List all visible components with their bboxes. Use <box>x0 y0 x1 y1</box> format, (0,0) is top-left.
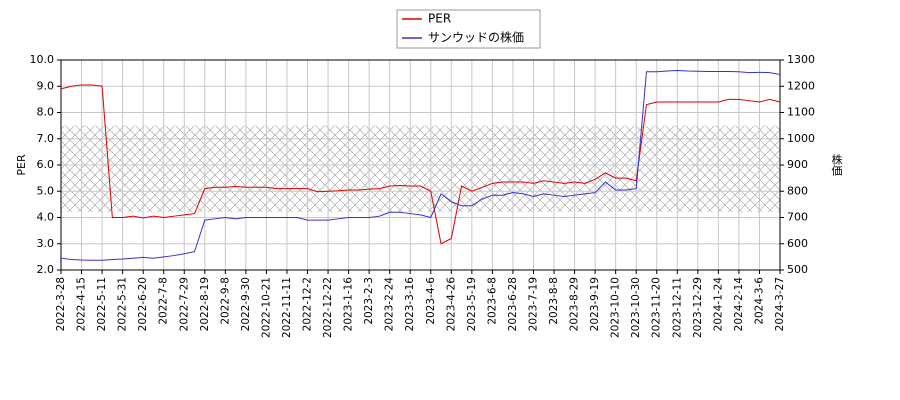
y-tick-label: 3.0 <box>37 237 55 250</box>
y2-tick-label: 500 <box>787 263 808 276</box>
shaded-band <box>61 125 780 213</box>
y2-tick-label: 800 <box>787 184 808 197</box>
legend-box <box>396 9 541 49</box>
legend: PER サンウッドの株価 <box>396 9 541 49</box>
x-tick-label: 2022-9-8 <box>219 277 231 325</box>
series-line <box>60 84 781 245</box>
y2-axis-label: 株価 <box>830 153 843 176</box>
x-tick-label: 2022-11-11 <box>281 277 293 338</box>
x-tick-label: 2023-2-3 <box>363 277 375 325</box>
plot-frame <box>60 59 781 271</box>
x-tick-label: 2022-4-15 <box>76 277 88 331</box>
x-tick-label: 2022-9-30 <box>240 277 252 331</box>
x-tick-label: 2023-8-29 <box>569 277 581 331</box>
y2-tick-label: 1100 <box>787 106 815 119</box>
x-tick-label: 2022-12-2 <box>302 277 314 331</box>
x-tick-label: 2022-10-21 <box>260 277 272 338</box>
y2-tick-label: 1300 <box>787 53 815 66</box>
y2-tick-label: 1200 <box>787 79 815 92</box>
y2-tick-label: 700 <box>787 211 808 224</box>
x-tick-label: 2023-4-6 <box>425 277 437 325</box>
x-tick-label: 2024-2-14 <box>733 277 745 332</box>
x-tick-label: 2022-5-11 <box>96 277 108 331</box>
x-tick-label: 2022-12-22 <box>322 277 334 338</box>
x-tick-label: 2024-1-24 <box>712 277 724 332</box>
x-tick-label: 2023-3-16 <box>404 277 416 332</box>
x-tick-label: 2022-3-28 <box>55 277 67 331</box>
series-line <box>60 69 781 261</box>
y-tick-label: 4.0 <box>37 211 55 224</box>
x-tick-label: 2024-3-27 <box>774 277 786 331</box>
x-tick-label: 2023-10-10 <box>610 277 622 338</box>
x-tick-label: 2022-8-19 <box>199 277 211 331</box>
y-axis-label: PER <box>15 154 28 176</box>
legend-label: サンウッドの株価 <box>428 30 524 45</box>
x-tick-label: 2022-5-31 <box>117 277 129 331</box>
x-tick-label: 2023-4-26 <box>445 277 457 332</box>
y-tick-label: 2.0 <box>37 263 55 276</box>
y-tick-label: 5.0 <box>37 184 55 197</box>
x-tick-label: 2023-8-8 <box>548 277 560 325</box>
y-tick-label: 9.0 <box>37 79 55 92</box>
y-tick-label: 7.0 <box>37 132 55 145</box>
x-tick-label: 2023-10-30 <box>630 277 642 338</box>
y-tick-label: 10.0 <box>30 53 55 66</box>
x-tick-label: 2023-11-20 <box>651 277 663 338</box>
x-tick-label: 2022-6-20 <box>137 277 149 331</box>
x-tick-label: 2023-12-11 <box>671 277 683 338</box>
x-tick-label: 2023-9-19 <box>589 277 601 331</box>
x-tick-label: 2022-7-8 <box>158 277 170 325</box>
y2-tick-label: 900 <box>787 158 808 171</box>
x-tick-label: 2023-1-16 <box>343 277 355 332</box>
x-tick-label: 2023-6-8 <box>486 277 498 325</box>
y-tick-label: 6.0 <box>37 158 55 171</box>
x-tick-label: 2024-3-6 <box>753 277 765 325</box>
x-tick-label: 2022-7-29 <box>178 277 190 331</box>
x-tick-label: 2023-6-28 <box>507 277 519 331</box>
x-tick-label: 2023-12-29 <box>692 277 704 338</box>
legend-label: PER <box>428 12 451 26</box>
y2-tick-label: 600 <box>787 237 808 250</box>
x-tick-label: 2023-2-24 <box>384 277 396 332</box>
x-tick-label: 2023-7-19 <box>527 277 539 331</box>
y2-tick-label: 1000 <box>787 132 815 145</box>
x-tick-label: 2023-5-19 <box>466 277 478 331</box>
y-tick-label: 8.0 <box>37 106 55 119</box>
